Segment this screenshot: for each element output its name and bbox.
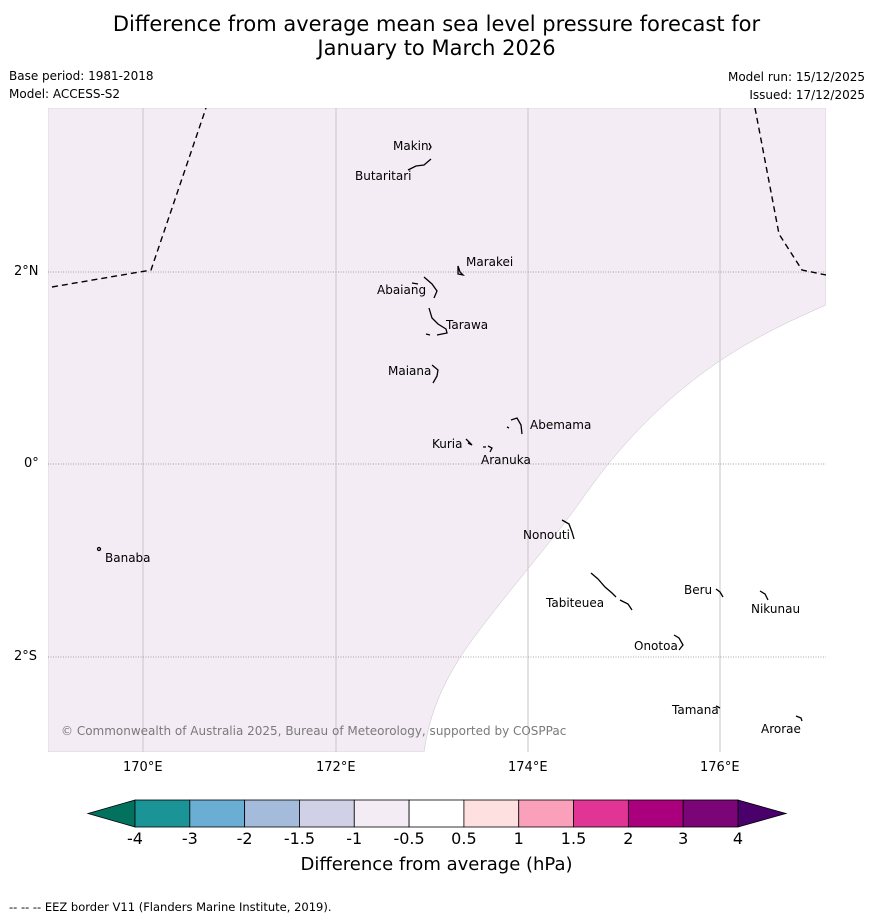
lon-label-170e: 170°E <box>123 760 163 775</box>
copyright-notice: © Commonwealth of Australia 2025, Bureau… <box>61 724 567 738</box>
island-maiana <box>431 364 439 384</box>
island-tamana <box>715 705 721 709</box>
colorbar-tick-label: -1 <box>346 829 363 848</box>
place-label-maiana: Maiana <box>388 364 432 378</box>
island-nonouti <box>561 519 575 540</box>
colorbar-title: Difference from average (hPa) <box>300 854 573 875</box>
island-arorae <box>795 715 803 722</box>
colorbar-tick-label: 0.5 <box>451 829 477 848</box>
colorbar-tick-label: -3 <box>181 829 198 848</box>
place-label-onotoa: Onotoa <box>634 639 678 653</box>
map-panel <box>48 108 826 752</box>
colorbar <box>86 799 788 828</box>
colorbar-segment <box>189 799 246 828</box>
lat-label-equator: 0° <box>24 456 39 471</box>
colorbar-tick-label: -1.5 <box>283 829 316 848</box>
island-abaiang <box>411 276 438 299</box>
chart-title: Difference from average mean sea level p… <box>0 12 873 60</box>
place-label-aranuka: Aranuka <box>481 453 531 467</box>
island-aranuka <box>483 445 493 453</box>
colorbar-over-arrow <box>737 799 788 828</box>
eez-border-west <box>51 108 207 288</box>
colorbar-segment <box>518 799 574 828</box>
colorbar-tick-label: 1.5 <box>560 829 587 848</box>
lon-label-176e: 176°E <box>700 760 740 775</box>
island-onotoa <box>673 634 684 651</box>
place-label-makin: Makin <box>393 139 429 153</box>
colorbar-tick-label: 3 <box>678 829 689 848</box>
colorbar-segment <box>463 799 520 828</box>
colorbar-tick-label: -4 <box>127 829 143 848</box>
colorbar-segment <box>244 799 300 828</box>
colorbar-segment <box>627 799 684 828</box>
place-label-nonouti: Nonouti <box>523 528 570 542</box>
island-banaba <box>96 546 102 552</box>
colorbar-segment <box>353 799 410 828</box>
lat-label-2s: 2°S <box>14 649 38 664</box>
issued-label: Issued: 17/12/2025 <box>749 88 865 102</box>
island-makin <box>428 142 432 151</box>
colorbar-tick-label: -0.5 <box>393 829 425 848</box>
colorbar-segment <box>408 799 465 828</box>
place-label-kuria: Kuria <box>432 437 463 451</box>
lon-label-172e: 172°E <box>316 760 356 775</box>
place-label-tabiteuea: Tabiteuea <box>546 596 605 610</box>
colorbar-tick-label: 4 <box>732 829 744 848</box>
eez-border-note: -- -- -- EEZ border V11 (Flanders Marine… <box>9 900 332 914</box>
place-label-beru: Beru <box>684 583 713 597</box>
place-label-abaiang: Abaiang <box>377 283 427 297</box>
pressure-anomaly-region <box>48 108 826 752</box>
place-label-tamana: Tamana <box>672 703 719 717</box>
place-label-butaritari: Butaritari <box>355 169 412 183</box>
island-tarawa <box>425 307 448 336</box>
title-line-1: Difference from average mean sea level p… <box>112 12 761 36</box>
island-tabiteuea <box>590 572 633 611</box>
model-run-label: Model run: 15/12/2025 <box>727 70 865 84</box>
lon-label-174e: 174°E <box>508 760 548 775</box>
place-label-marakei: Marakei <box>466 255 514 269</box>
place-label-nikunau: Nikunau <box>751 602 801 616</box>
island-outlines <box>96 142 803 722</box>
colorbar-tick-label: -2 <box>236 829 253 848</box>
colorbar-segment <box>134 799 191 828</box>
eez-border-east <box>754 108 826 276</box>
title-line-2: January to March 2026 <box>317 36 556 60</box>
base-period-label: Base period: 1981-2018 <box>9 69 154 83</box>
island-kuria <box>465 438 473 446</box>
colorbar-under-arrow <box>86 799 136 828</box>
model-label: Model: ACCESS-S2 <box>9 87 121 101</box>
island-nikunau <box>759 590 769 601</box>
place-label-banaba: Banaba <box>105 551 151 565</box>
island-marakei <box>457 265 465 277</box>
colorbar-segment <box>573 799 629 828</box>
colorbar-tick-label: 2 <box>623 829 634 848</box>
island-beru <box>715 588 724 598</box>
lat-label-2n: 2°N <box>14 264 39 279</box>
colorbar-segment <box>682 799 739 828</box>
place-label-arorae: Arorae <box>761 722 801 736</box>
place-label-abemama: Abemama <box>530 418 592 432</box>
island-abemama <box>506 417 523 435</box>
place-label-tarawa: Tarawa <box>446 318 489 332</box>
island-butaritari <box>407 158 432 171</box>
colorbar-tick-label: 1 <box>513 829 524 848</box>
colorbar-segment <box>299 799 355 828</box>
